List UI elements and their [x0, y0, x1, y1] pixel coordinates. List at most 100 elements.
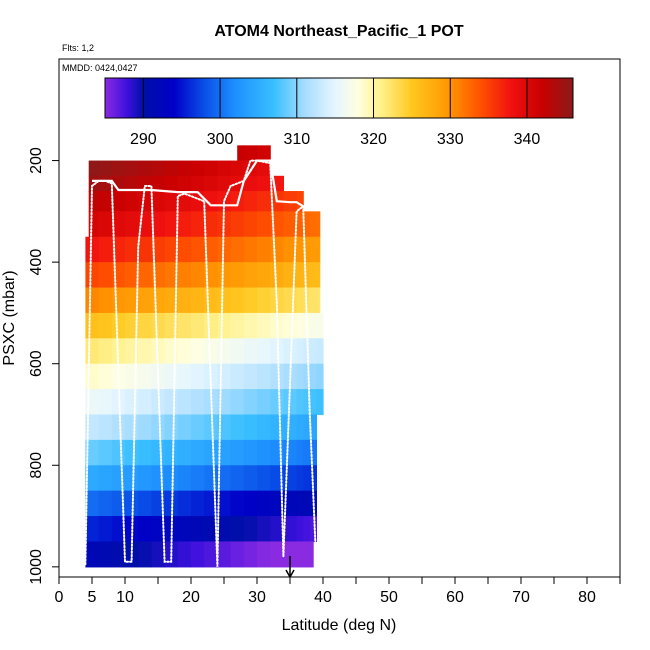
heatmap-cell — [243, 287, 258, 314]
heatmap-cell — [316, 211, 321, 238]
heatmap-cell — [243, 236, 258, 263]
heatmap-cell — [257, 338, 271, 365]
heatmap-cell — [316, 287, 321, 314]
heatmap-cell — [243, 145, 258, 162]
heatmap-cell — [191, 465, 205, 492]
heatmap-cell — [177, 262, 192, 289]
heatmap-cell — [257, 191, 271, 212]
heatmap-cell — [257, 287, 271, 314]
heatmap-cell — [243, 262, 258, 289]
heatmap-cell — [243, 516, 258, 543]
heatmap-cell — [164, 490, 179, 517]
heatmap-cell — [164, 363, 179, 390]
heatmap-cell — [98, 541, 113, 568]
heatmap-cell — [85, 439, 100, 466]
heatmap-cell — [283, 312, 298, 339]
heatmap-cell — [230, 211, 245, 238]
heatmap-cell — [204, 191, 218, 212]
heatmap-cell — [296, 414, 304, 441]
heatmap-cell — [243, 541, 258, 568]
y-axis-title: PSXC (mbar) — [1, 270, 18, 365]
heatmap-cell — [217, 175, 232, 192]
heatmap-cell — [243, 465, 258, 492]
heatmap-cell — [151, 211, 166, 238]
heatmap-cell — [283, 414, 298, 441]
heatmap-cell — [111, 191, 126, 212]
heatmap-cell — [303, 439, 311, 466]
y-tick-label: 200 — [28, 147, 45, 174]
heatmap-cell — [98, 312, 113, 339]
heatmap-cell — [309, 211, 317, 238]
heatmap-cell — [125, 160, 139, 177]
heatmap-cell — [164, 211, 179, 238]
heatmap-cell — [296, 211, 304, 238]
heatmap-cell — [296, 236, 304, 263]
date-label: MMDD: 0424,0427 — [62, 63, 138, 73]
heatmap-cell — [191, 363, 205, 390]
heatmap-cell — [296, 363, 304, 390]
heatmap-cell — [296, 338, 304, 365]
heatmap-cell — [309, 541, 314, 568]
heatmap-cell — [243, 211, 258, 238]
heatmap-cell — [138, 439, 152, 466]
heatmap-cell — [164, 338, 179, 365]
heatmap-cell — [191, 338, 205, 365]
heatmap-cell — [191, 490, 205, 517]
heatmap-cell — [217, 490, 232, 517]
heatmap-cell — [296, 439, 304, 466]
heatmap-cell — [243, 389, 258, 416]
heatmap-cell — [164, 414, 179, 441]
heatmap-cell — [98, 439, 113, 466]
heatmap-cell — [177, 439, 192, 466]
heatmap-cell — [85, 338, 100, 365]
heatmap-cell — [316, 312, 324, 339]
heatmap-cell — [125, 175, 139, 192]
y-tick-label: 600 — [28, 350, 45, 377]
heatmap-cell — [270, 262, 284, 289]
heatmap-cell — [230, 262, 245, 289]
heatmap-cell — [316, 363, 324, 390]
heatmap-cell — [243, 312, 258, 339]
heatmap-cell — [85, 541, 100, 568]
heatmap-cell — [138, 490, 152, 517]
heatmap-cell — [217, 465, 232, 492]
x-tick-label: 80 — [578, 589, 596, 606]
heatmap-cell — [303, 541, 311, 568]
x-tick-label: 50 — [380, 589, 398, 606]
heatmap-cell — [270, 541, 284, 568]
heatmap-cell — [204, 160, 218, 177]
heatmap-cell — [177, 312, 192, 339]
heatmap-cell — [191, 236, 205, 263]
heatmap-cell — [151, 175, 166, 192]
heatmap-cell — [98, 191, 113, 212]
x-axis-title: Latitude (deg N) — [282, 617, 397, 634]
heatmap-cell — [230, 312, 245, 339]
heatmap-cell — [309, 262, 317, 289]
heatmap-cell — [98, 338, 113, 365]
heatmap-cell — [257, 465, 271, 492]
heatmap-cell — [191, 211, 205, 238]
heatmap-cell — [98, 363, 113, 390]
heatmap-cell — [111, 175, 126, 192]
heatmap-cell — [296, 262, 304, 289]
heatmap-cell — [303, 465, 311, 492]
heatmap-cell — [125, 236, 139, 263]
heatmap-cell — [230, 490, 245, 517]
heatmap-cell — [217, 262, 232, 289]
heatmap-cell — [191, 262, 205, 289]
heatmap-cell — [316, 236, 321, 263]
heatmap-cell — [230, 338, 245, 365]
x-tick-label: 0 — [55, 589, 64, 606]
colorbar-tick-label: 290 — [130, 131, 157, 148]
colorbar-tick-label: 330 — [437, 131, 464, 148]
heatmap-cell — [303, 414, 311, 441]
flight-level-line — [92, 159, 310, 208]
heatmap-cell — [243, 175, 258, 192]
heatmap-cell — [151, 414, 166, 441]
plot-frame — [58, 58, 621, 578]
heatmap-cell — [125, 191, 139, 212]
heatmap-cell — [270, 389, 284, 416]
heatmap-cell — [191, 516, 205, 543]
heatmap-cell — [111, 338, 126, 365]
